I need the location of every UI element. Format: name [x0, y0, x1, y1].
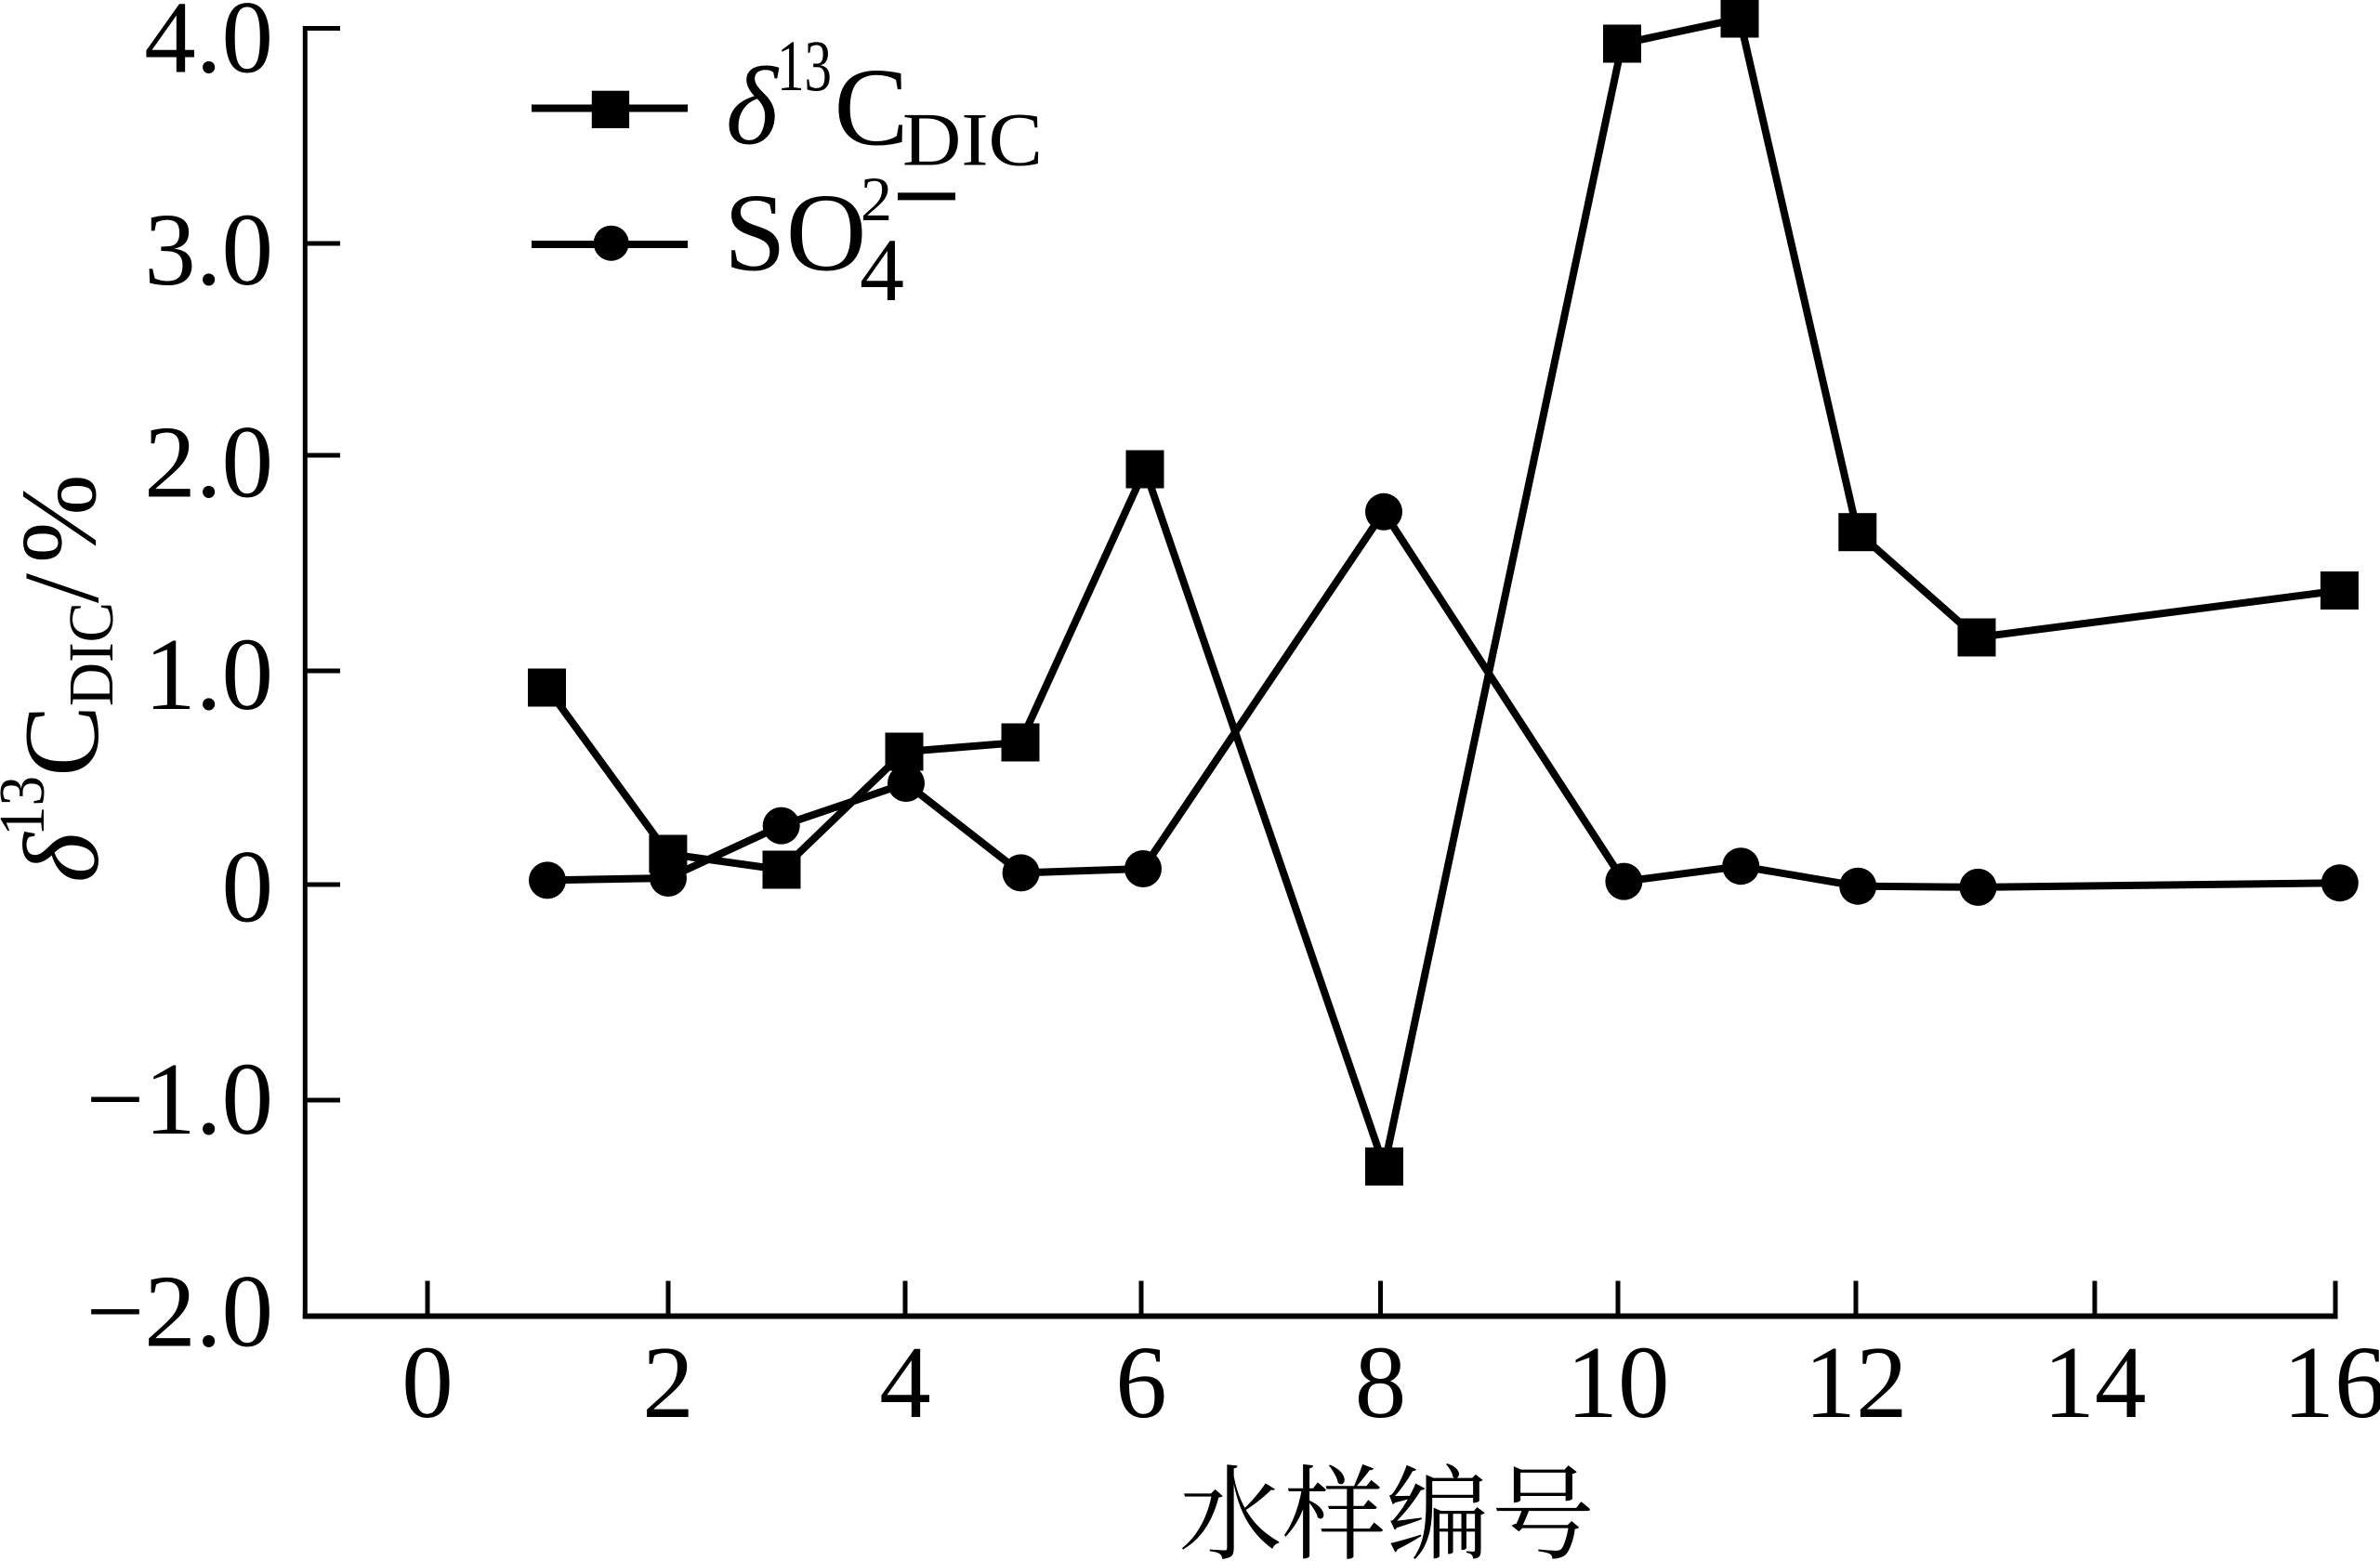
svg-text:14: 14 — [2044, 1326, 2147, 1440]
svg-text:1.0: 1.0 — [144, 618, 273, 732]
svg-text:4: 4 — [860, 220, 904, 320]
svg-text:6: 6 — [1115, 1326, 1167, 1440]
svg-text:13: 13 — [777, 25, 832, 106]
svg-text:−2.0: −2.0 — [86, 1254, 273, 1369]
svg-text:8: 8 — [1355, 1326, 1407, 1440]
svg-text:2: 2 — [861, 164, 892, 234]
svg-text:3.0: 3.0 — [144, 193, 273, 308]
svg-text:4: 4 — [879, 1326, 931, 1440]
svg-text:16: 16 — [2283, 1326, 2380, 1440]
svg-text:SO: SO — [724, 170, 866, 294]
svg-text:2.0: 2.0 — [144, 405, 273, 519]
svg-text:C: C — [835, 46, 909, 169]
svg-text:12: 12 — [1805, 1326, 1908, 1440]
svg-text:2: 2 — [642, 1326, 694, 1440]
svg-text:δ: δ — [726, 45, 780, 168]
svg-text:−1.0: −1.0 — [86, 1043, 273, 1157]
svg-text:0: 0 — [401, 1326, 454, 1440]
svg-text:δ13CDIC/%: δ13CDIC/% — [0, 474, 126, 883]
svg-text:4.0: 4.0 — [144, 0, 273, 95]
svg-text:DIC: DIC — [902, 97, 1043, 181]
svg-text:10: 10 — [1567, 1326, 1670, 1440]
svg-text:0: 0 — [222, 830, 274, 944]
